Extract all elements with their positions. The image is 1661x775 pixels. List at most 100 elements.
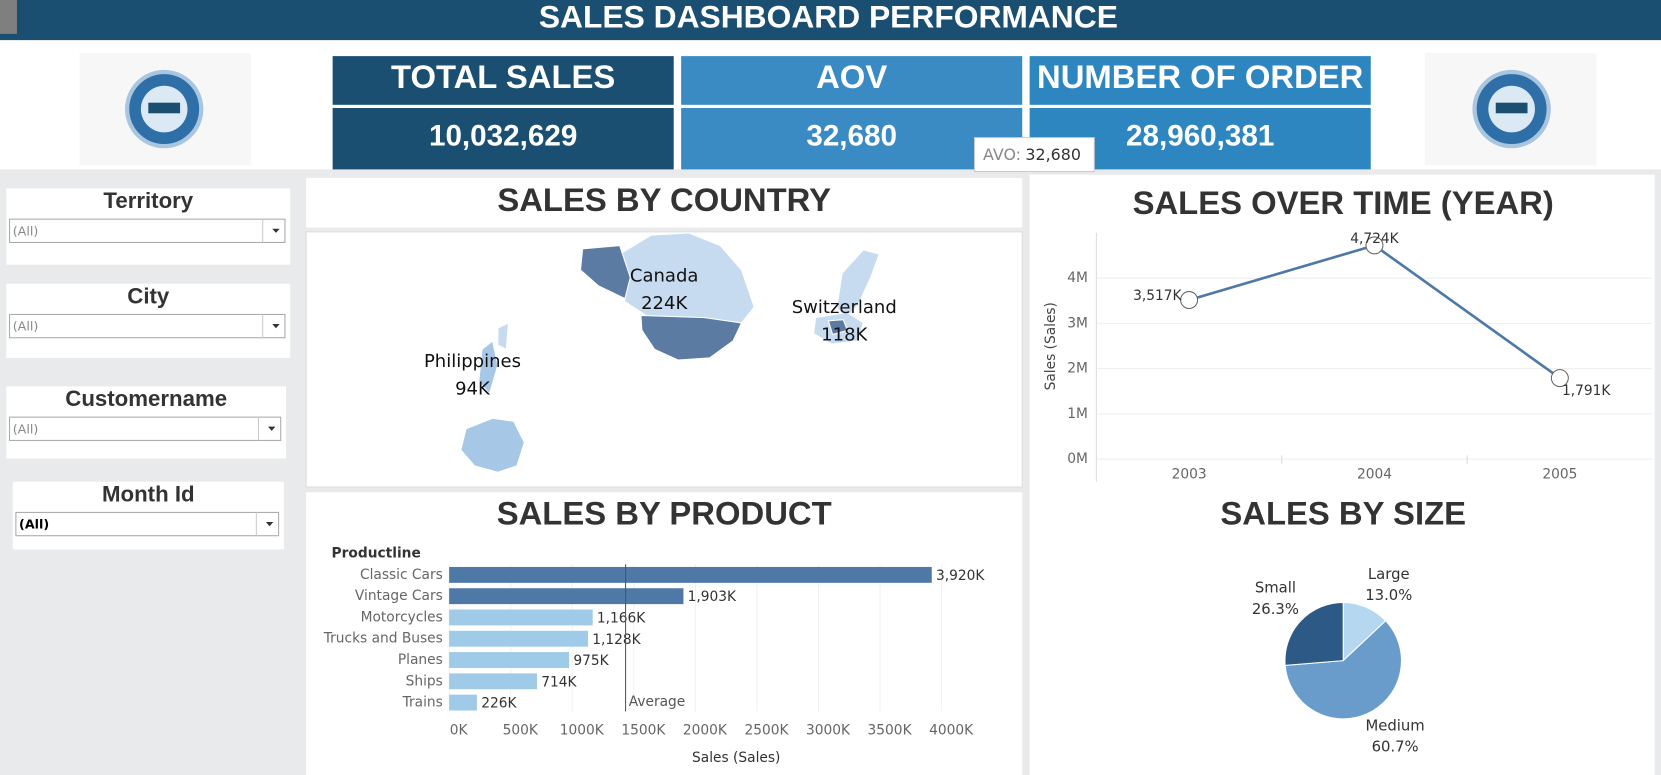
map-country-label: Switzerland — [792, 297, 897, 318]
map-value-label: 118K — [821, 325, 868, 346]
header-bar — [0, 0, 1661, 41]
pie-slice — [1284, 601, 1344, 666]
tooltip-label: AVO: — [983, 145, 1021, 164]
chart-title: SALES BY SIZE — [1220, 494, 1466, 531]
chart-title: SALES BY PRODUCT — [497, 494, 832, 531]
kpi-value: 28,960,381 — [1126, 119, 1274, 152]
filter-dropdown[interactable] — [9, 416, 282, 441]
value-label: 3,517K — [1133, 288, 1182, 304]
slice-value: 13.0% — [1365, 587, 1412, 604]
logo — [1424, 52, 1597, 166]
reference-label: Average — [629, 694, 685, 710]
filter-value: (All) — [19, 517, 49, 532]
dropdown-arrow — [268, 426, 276, 431]
y-tick-label: Trucks and Buses — [323, 631, 443, 647]
filter-value: (All) — [13, 421, 39, 436]
slice-label: Medium — [1365, 717, 1424, 734]
map-country-label: Philippines — [424, 351, 521, 372]
slice-value: 26.3% — [1252, 601, 1299, 618]
dropdown-arrow — [272, 228, 280, 233]
value-label: 3,920K — [936, 568, 985, 584]
value-label: 1,903K — [688, 589, 737, 605]
window-control[interactable] — [0, 0, 17, 34]
filter-label: Month Id — [102, 481, 195, 506]
line-point — [1180, 291, 1199, 310]
kpi-body — [681, 107, 1023, 170]
kpi-header — [332, 56, 674, 105]
y-tick-label: 2M — [1067, 361, 1088, 377]
map-land — [460, 232, 880, 473]
product-panel — [306, 492, 1023, 775]
bar — [449, 694, 477, 711]
y-tick-label: 1M — [1067, 406, 1088, 422]
map-value-label: 224K — [641, 293, 688, 314]
y-tick-label: Ships — [406, 673, 443, 689]
map-title-panel — [306, 177, 1023, 228]
tooltip-value: 32,680 — [1025, 145, 1081, 164]
value-label: 1,791K — [1562, 383, 1611, 399]
x-tick-label: 2005 — [1542, 466, 1577, 482]
value-label: 1,166K — [597, 611, 646, 627]
kpi-label: TOTAL SALES — [391, 58, 615, 95]
map-title: SALES BY COUNTRY — [497, 181, 831, 218]
bar — [449, 652, 570, 668]
line-point — [1365, 236, 1384, 255]
y-axis-label: Sales (Sales) — [1043, 302, 1059, 390]
x-tick-label: 1500K — [621, 723, 666, 739]
filter-dropdown[interactable] — [9, 218, 286, 243]
y-tick-label: 0M — [1067, 451, 1088, 467]
filter-value: (All) — [13, 223, 39, 238]
map-value-label: 94K — [455, 379, 491, 400]
value-label: 4,724K — [1350, 231, 1399, 247]
dropdown-arrow — [272, 323, 280, 329]
pie-slice — [1284, 620, 1402, 720]
kpi-value: 32,680 — [806, 119, 897, 152]
y-tick-label: 4M — [1067, 270, 1088, 286]
x-tick-label: 2004 — [1357, 466, 1392, 482]
filter-label: Customername — [65, 386, 227, 411]
y-tick-label: Trains — [402, 695, 443, 711]
line-point — [1550, 369, 1569, 388]
filter-label: City — [127, 283, 170, 308]
logo — [79, 52, 252, 166]
bar — [449, 609, 593, 626]
y-tick-label: Motorcycles — [361, 609, 443, 625]
bar — [449, 566, 932, 583]
tooltip: AVO: 32,680 — [974, 137, 1095, 173]
slice-label: Small — [1255, 580, 1296, 597]
value-label: 226K — [481, 696, 517, 712]
kpi-value: 10,032,629 — [429, 119, 577, 152]
x-tick-label: 2500K — [744, 723, 789, 739]
x-tick-label: 0K — [450, 723, 469, 739]
x-tick-label: 4000K — [929, 723, 974, 739]
kpi-label: AOV — [816, 58, 887, 95]
filter-label: Territory — [103, 188, 193, 213]
filter-dropdown[interactable] — [9, 313, 286, 339]
x-tick-label: 3000K — [806, 723, 851, 739]
slice-value: 60.7% — [1372, 738, 1419, 755]
x-axis-label: Sales (Sales) — [692, 750, 780, 766]
x-tick-label: 1000K — [560, 723, 605, 739]
filter-dropdown[interactable] — [15, 511, 280, 537]
x-tick-label: 2003 — [1172, 466, 1207, 482]
value-label: 1,128K — [592, 632, 641, 648]
bar — [449, 630, 589, 647]
x-tick-label: 500K — [503, 723, 539, 739]
x-tick-label: 3500K — [868, 723, 913, 739]
map-country-label: Canada — [630, 265, 699, 286]
y-tick-label: Vintage Cars — [355, 588, 443, 604]
dashboard-title: SALES DASHBOARD PERFORMANCE — [539, 0, 1118, 34]
kpi-header — [681, 56, 1023, 105]
x-tick-label: 2000K — [683, 723, 728, 739]
kpi-header — [1029, 56, 1371, 105]
filter-panel — [0, 174, 300, 775]
kpi-label: NUMBER OF ORDER — [1037, 58, 1364, 95]
y-tick-label: Planes — [398, 652, 443, 668]
y-tick-label: 3M — [1067, 315, 1088, 331]
dropdown-arrow — [265, 521, 274, 527]
filter-value: (All) — [13, 319, 39, 334]
y-tick-label: Classic Cars — [360, 567, 443, 583]
value-label: 975K — [573, 653, 609, 669]
